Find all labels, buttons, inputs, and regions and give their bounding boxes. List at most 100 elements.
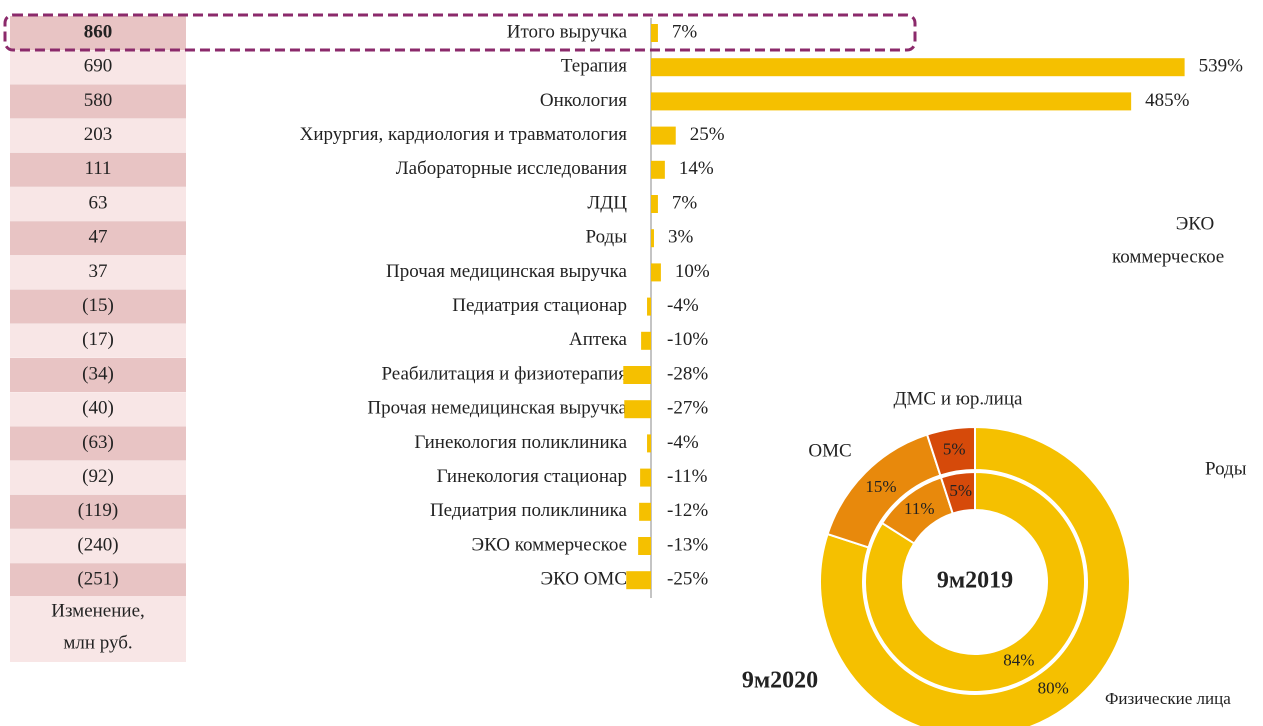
table-cell <box>10 529 186 563</box>
bar <box>651 160 665 179</box>
bar <box>651 58 1185 77</box>
category-label: Онкология <box>540 90 627 111</box>
bar <box>651 195 658 213</box>
category-label: Реабилитация и физиотерапия <box>381 363 627 384</box>
ring-name: 9м2019 <box>937 568 1013 594</box>
value-label: 25% <box>690 124 725 145</box>
table-cell <box>10 50 186 85</box>
bar <box>626 571 651 590</box>
category-label: Прочая медицинская выручка <box>386 261 628 282</box>
change-value: 47 <box>89 227 108 248</box>
change-value: 690 <box>84 56 113 77</box>
category-label: ЭКО ОМС <box>540 569 627 590</box>
category-label: Итого выручка <box>507 21 628 42</box>
change-value: (92) <box>82 466 114 487</box>
category-label: Педиатрия стационар <box>452 295 627 316</box>
table-cell <box>10 84 186 119</box>
value-label: -25% <box>667 569 708 590</box>
change-value: 203 <box>84 124 113 145</box>
table-cell <box>10 16 186 50</box>
segment-label: 80% <box>1038 679 1069 698</box>
change-value: (17) <box>82 329 114 350</box>
category-label: Прочая немедицинская выручка <box>367 398 627 419</box>
segment-label: 11% <box>904 499 935 518</box>
legend-label: Физические лица <box>1105 689 1231 708</box>
legend-label: ОМС <box>808 440 851 461</box>
change-value: (34) <box>82 363 114 384</box>
table-cell <box>10 221 186 256</box>
table-cell <box>10 563 186 598</box>
segment-label: 5% <box>943 440 966 459</box>
donut-segment <box>939 470 976 515</box>
segment-label: 84% <box>1003 651 1034 670</box>
change-value: 63 <box>89 192 108 213</box>
value-label: 7% <box>672 21 698 42</box>
change-value: 860 <box>84 21 113 42</box>
category-label: Хирургия, кардиология и травматология <box>300 124 628 145</box>
value-label: 7% <box>672 192 698 213</box>
annotation: Роды <box>1205 458 1247 479</box>
table-header: Изменение, <box>51 600 145 621</box>
bar <box>647 297 651 316</box>
category-label: ЛДЦ <box>587 192 627 213</box>
table-header: млн руб. <box>63 632 132 653</box>
table-cell <box>10 494 186 529</box>
bar <box>651 126 676 145</box>
value-label: -4% <box>667 295 699 316</box>
annotation: коммерческое <box>1112 246 1224 267</box>
bar <box>651 229 654 248</box>
highlight-box <box>3 13 917 52</box>
change-value: 37 <box>89 261 108 282</box>
donut-segment <box>864 470 1086 693</box>
table-footer <box>10 596 186 662</box>
value-label: 14% <box>679 158 714 179</box>
table-cell <box>10 255 186 290</box>
value-label: -27% <box>667 398 708 419</box>
table-cell <box>10 118 186 153</box>
table-cell <box>10 152 186 187</box>
donut-segment <box>925 425 976 477</box>
donut-segment <box>819 425 1131 726</box>
value-label: -12% <box>667 500 708 521</box>
category-label: Гинекология поликлиника <box>414 432 627 453</box>
segment-label: 15% <box>865 477 896 496</box>
table-cell <box>10 289 186 324</box>
table-cell <box>10 426 186 461</box>
table-cell <box>10 392 186 427</box>
table-cell <box>10 460 186 495</box>
category-label: Гинекология стационар <box>437 466 627 487</box>
change-value: (40) <box>82 398 114 419</box>
value-label: -13% <box>667 534 708 555</box>
segment-label: 5% <box>949 481 972 500</box>
change-value: (15) <box>82 295 114 316</box>
change-value: 111 <box>84 158 111 179</box>
category-label: Роды <box>586 227 628 248</box>
category-label: Педиатрия поликлиника <box>430 500 628 521</box>
table-cell <box>10 358 186 392</box>
category-label: Лабораторные исследования <box>396 158 627 179</box>
bar <box>651 24 658 42</box>
value-label: -11% <box>667 466 708 487</box>
value-label: -28% <box>667 363 708 384</box>
value-label: 3% <box>668 227 694 248</box>
value-label: -10% <box>667 329 708 350</box>
table-cell <box>10 187 186 221</box>
bar <box>651 263 661 282</box>
value-label: 539% <box>1199 56 1244 77</box>
table-cell <box>10 323 186 358</box>
bar <box>641 331 651 350</box>
change-value: (63) <box>82 432 114 453</box>
bar <box>640 468 651 487</box>
change-value: (119) <box>78 500 118 521</box>
category-label: Аптека <box>569 329 628 350</box>
annotation: ЭКО <box>1176 213 1214 234</box>
bar <box>639 502 651 521</box>
value-label: -4% <box>667 432 699 453</box>
change-value: (240) <box>77 534 118 555</box>
legend-label: ДМС и юр.лица <box>894 388 1023 409</box>
bar <box>638 537 651 555</box>
change-value: (251) <box>77 569 118 590</box>
value-label: 10% <box>675 261 710 282</box>
value-label: 485% <box>1145 90 1190 111</box>
